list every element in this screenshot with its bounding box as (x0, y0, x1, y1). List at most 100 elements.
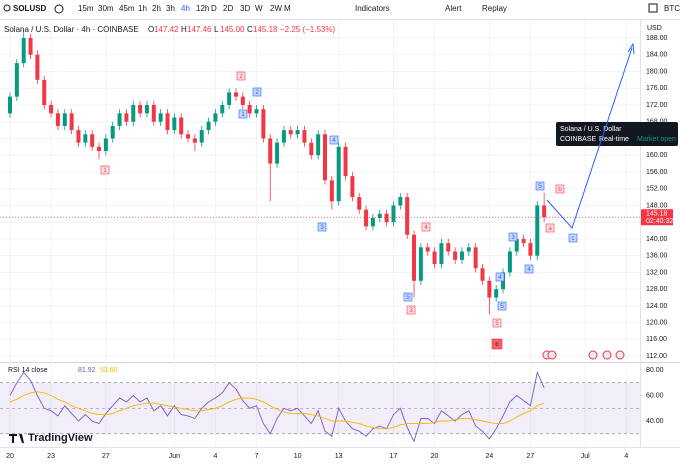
candle-body (240, 96, 245, 105)
tooltip-status: Market open (637, 136, 676, 143)
legend-value: 145.18 (253, 25, 278, 34)
wave-label-box (497, 301, 507, 311)
candle-body (97, 146, 102, 152)
interval-tab[interactable]: 2W (270, 4, 282, 13)
candle-body (35, 54, 40, 80)
wave-label: 3 (511, 234, 515, 241)
candle-body (199, 130, 204, 143)
projection-arrow (627, 42, 635, 55)
x-tick-label: 13 (335, 453, 343, 460)
wave-label-box (236, 71, 246, 81)
candle-body (42, 79, 47, 105)
candle-body (336, 146, 341, 202)
interval-tab[interactable]: 2h (152, 4, 161, 13)
wave-label-box (238, 109, 248, 119)
rsi-legend-value: 53.60 (100, 367, 118, 374)
y-tick-label: 172.00 (646, 102, 668, 109)
indicators-button[interactable]: Indicators (355, 4, 390, 13)
candle-body (14, 63, 19, 97)
candle-body (405, 197, 410, 235)
symbol[interactable]: SOLUSD (13, 4, 47, 13)
candle-body (535, 205, 540, 256)
interval-tab[interactable]: 12h (196, 4, 209, 13)
rsi-title: RSI 14 close (8, 367, 48, 374)
compare-checkbox[interactable] (648, 3, 658, 13)
interval-tab[interactable]: W (255, 4, 263, 13)
y-tick-label: 116.00 (646, 336, 667, 343)
add-symbol[interactable] (54, 4, 64, 14)
y-tick-label: 124.00 (646, 303, 668, 310)
candle-body (213, 113, 218, 122)
x-tick-label: 17 (390, 453, 398, 460)
rsi-tick-label: 80.00 (646, 367, 664, 374)
search-icon[interactable] (3, 4, 11, 12)
interval-tab[interactable]: 15m (78, 4, 94, 13)
price-tag-label: 145.18 (646, 211, 668, 218)
wave-label-box (317, 222, 327, 232)
tooltip-title: Solana / U.S. Dollar (560, 126, 622, 133)
event-icon[interactable] (602, 350, 612, 360)
wave-label: 2 (255, 89, 259, 96)
wave-label-box (535, 181, 545, 191)
x-tick-label: 23 (47, 453, 55, 460)
candle-body (28, 38, 33, 55)
wave-label: 4 (498, 274, 502, 281)
candle-body (316, 134, 321, 156)
candle-body (432, 251, 437, 265)
candle-body (391, 205, 396, 223)
countdown: 02:40:32 (646, 218, 673, 225)
legend-key: O (148, 25, 154, 34)
candle-body (49, 104, 54, 114)
tooltip (556, 122, 678, 146)
interval-tab[interactable]: 30m (98, 4, 114, 13)
event-icon[interactable] (547, 350, 557, 360)
y-tick-label: 184.00 (646, 52, 668, 59)
candle-body (343, 146, 348, 177)
wave-label: c (495, 341, 499, 348)
candle-body (494, 289, 499, 298)
logo-icon (9, 434, 24, 443)
candle-body (233, 92, 238, 97)
wave-label: 5 (495, 320, 499, 327)
candle-body (322, 134, 327, 181)
legend-value: 147.42 (154, 25, 179, 34)
candle-body (138, 104, 143, 114)
wave-label: 5 (406, 294, 410, 301)
y-tick-label: 160.00 (646, 152, 668, 159)
wave-label: 1 (241, 111, 245, 118)
wave-label: 5 (538, 183, 542, 190)
interval-tab[interactable]: 1h (138, 4, 147, 13)
interval-tab[interactable]: D (211, 4, 217, 13)
candle-body (76, 130, 81, 143)
event-icon[interactable] (615, 350, 625, 360)
wave-label-box (524, 264, 534, 274)
candle-body (220, 104, 225, 114)
candle-body (480, 268, 485, 281)
y-tick-label: 140.00 (646, 236, 668, 243)
x-tick-label: 4 (624, 453, 628, 460)
event-icon[interactable] (588, 350, 598, 360)
alert-button[interactable]: Alert (445, 4, 462, 13)
interval-tab[interactable]: 3h (166, 4, 175, 13)
x-tick-label: 7 (255, 453, 259, 460)
interval-tab[interactable]: 45m (119, 4, 135, 13)
interval-tab[interactable]: M (284, 4, 291, 13)
y-tick-label: 132.00 (646, 269, 668, 276)
replay-button[interactable]: Replay (482, 4, 507, 13)
compare-symbol[interactable]: BTC (664, 4, 680, 13)
candle-body (357, 197, 362, 210)
interval-tab[interactable]: 2D (223, 4, 233, 13)
wave-label-box (403, 292, 413, 302)
wave-label-box (545, 223, 555, 233)
wave-label: c (571, 235, 575, 242)
wave-label-box (252, 87, 262, 97)
interval-tab[interactable]: 3D (240, 4, 250, 13)
candle-body (302, 130, 307, 143)
rsi-tick-label: 40.00 (646, 418, 664, 425)
candle-body (466, 247, 471, 252)
interval-tab[interactable]: 4h (181, 4, 190, 13)
candle-body (227, 92, 232, 105)
candle-body (21, 38, 26, 64)
wave-label-box (568, 233, 578, 243)
wave-label: 3 (320, 224, 324, 231)
